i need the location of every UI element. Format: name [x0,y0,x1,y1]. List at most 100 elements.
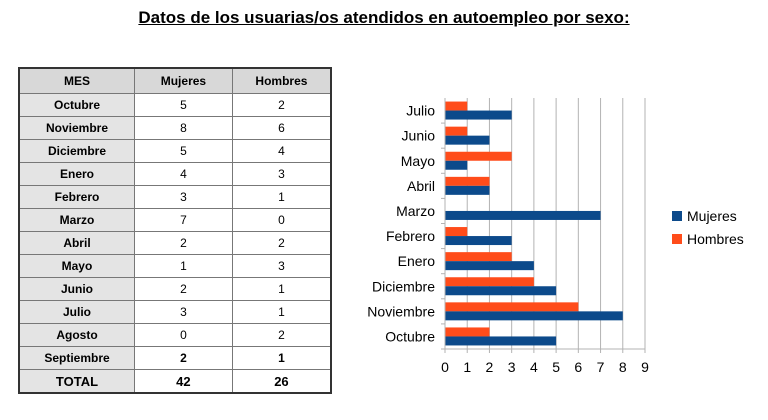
mujeres-cell: 8 [133,116,233,140]
category-label: Octubre [385,328,435,344]
bar-hombres [445,151,512,161]
bar-mujeres [445,311,623,321]
column-header-mes: MES [18,67,135,94]
bar-hombres [445,277,534,287]
category-label: Enero [398,253,436,269]
total-row: TOTAL 42 26 [18,369,332,394]
hombres-cell: 0 [231,208,332,232]
bar-chart: Octubre Noviembre Diciembre Enero Febrero Mar… [367,98,744,375]
hombres-cell: 2 [231,93,332,117]
month-cell: Marzo [18,208,135,232]
hombres-cell: 2 [231,323,332,347]
x-tick-label: 2 [486,359,494,375]
category-label: Mayo [401,153,435,169]
hombres-cell: 1 [231,185,332,209]
legend-label: Hombres [687,231,744,247]
mujeres-cell: 7 [133,208,233,232]
mujeres-cell: 5 [133,93,233,117]
total-label: TOTAL [18,369,135,394]
month-cell: Mayo [18,254,135,278]
mujeres-cell: 3 [133,300,233,324]
month-cell: Junio [18,277,135,301]
x-tick-label: 4 [530,359,538,375]
chart-legend: Mujeres Hombres [672,208,744,247]
hombres-cell: 1 [231,300,332,324]
hombres-cell: 3 [231,254,332,278]
table-row: Julio 3 1 [18,300,332,324]
x-tick-label: 3 [508,359,516,375]
page-title: Datos de los usuarias/os atendidos en au… [138,8,630,27]
month-cell: Noviembre [18,116,135,140]
bar-hombres [445,252,512,262]
bar-hombres [445,176,490,186]
mujeres-cell: 1 [133,254,233,278]
chart-axes [441,98,645,350]
legend-swatch [672,211,682,221]
bar-mujeres [445,135,490,145]
mujeres-cell: 3 [133,185,233,209]
x-tick-label: 0 [441,359,449,375]
mujeres-cell: 2 [133,231,233,255]
bar-hombres [445,126,468,136]
month-cell: Febrero [18,185,135,209]
table-row: Agosto 0 2 [18,323,332,347]
bar-hombres [445,327,490,337]
month-cell: Julio [18,300,135,324]
total-hombres: 26 [231,369,332,394]
category-label: Febrero [386,228,435,244]
bar-hombres [445,227,468,237]
bar-hombres [445,101,468,111]
hombres-cell: 2 [231,231,332,255]
table-row: Enero 4 3 [18,162,332,186]
table-row: Noviembre 8 6 [18,116,332,140]
hombres-cell: 6 [231,116,332,140]
hombres-cell: 1 [231,277,332,301]
column-header-mujeres: Mujeres [133,67,233,94]
mujeres-cell: 2 [133,277,233,301]
table-row: Septiembre 2 1 [18,346,332,370]
category-label: Junio [402,128,436,144]
category-label: Abril [407,178,435,194]
x-tick-label: 8 [619,359,627,375]
hombres-cell: 3 [231,162,332,186]
hombres-cell: 1 [231,346,332,370]
month-cell: Agosto [18,323,135,347]
month-cell: Octubre [18,93,135,117]
bar-mujeres [445,261,534,271]
total-mujeres: 42 [133,369,233,394]
mujeres-cell: 5 [133,139,233,163]
bar-hombres [445,302,579,312]
mujeres-cell: 4 [133,162,233,186]
table-row: Marzo 7 0 [18,208,332,232]
table-row: Octubre 5 2 [18,93,332,117]
column-header-hombres: Hombres [231,67,332,94]
bar-mujeres [445,236,512,246]
month-cell: Enero [18,162,135,186]
bar-mujeres [445,110,512,120]
month-cell: Diciembre [18,139,135,163]
x-tick-label: 6 [574,359,582,375]
x-tick-label: 7 [597,359,605,375]
category-label: Noviembre [367,303,435,319]
bar-mujeres [445,336,557,346]
x-tick-label: 5 [552,359,560,375]
x-tick-label: 1 [463,359,471,375]
chart-bars [445,101,623,346]
table-header-row: MES Mujeres Hombres [18,67,332,94]
table-row: Abril 2 2 [18,231,332,255]
mujeres-cell: 0 [133,323,233,347]
category-labels: Octubre Noviembre Diciembre Enero Febrero Mar… [367,103,435,345]
month-cell: Abril [18,231,135,255]
mujeres-cell: 2 [133,346,233,370]
x-tick-label: 9 [641,359,649,375]
month-cell: Septiembre [18,346,135,370]
bar-mujeres [445,160,468,170]
table-row: Mayo 1 3 [18,254,332,278]
legend-label: Mujeres [687,208,737,224]
hombres-cell: 4 [231,139,332,163]
category-label: Diciembre [372,278,435,294]
table-row: Diciembre 5 4 [18,139,332,163]
bar-mujeres [445,185,490,195]
table-row: Febrero 3 1 [18,185,332,209]
